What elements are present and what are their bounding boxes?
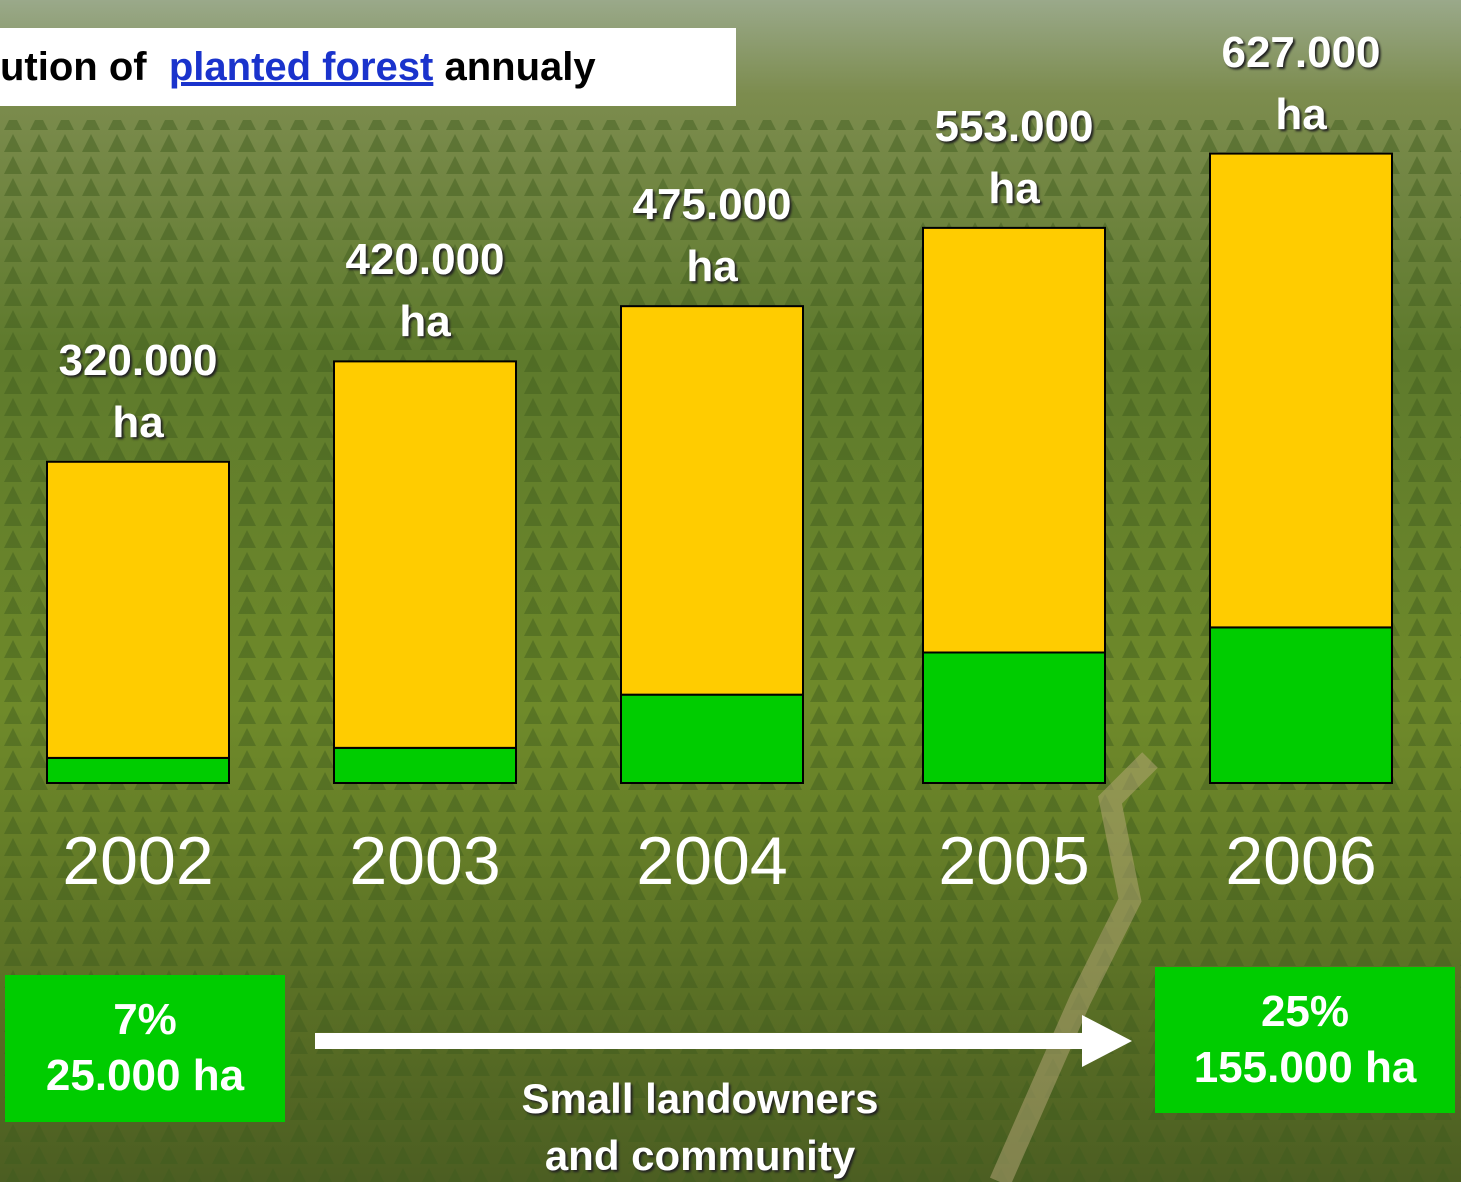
bar-segment xyxy=(333,360,517,749)
total-label: 475.000 ha xyxy=(632,180,792,292)
x-tick-label: 2004 xyxy=(636,823,788,899)
total-label: 627.000 ha xyxy=(1221,27,1381,139)
bar-segment xyxy=(333,746,517,784)
title-text: annualy xyxy=(444,45,596,89)
total-label: 553.000 ha xyxy=(934,101,1094,213)
bar-segment xyxy=(46,756,230,785)
x-tick-label: 2006 xyxy=(1225,823,1377,899)
bar-segment xyxy=(620,305,804,696)
end-area: 155.000 ha xyxy=(1193,1043,1417,1092)
title: ution of planted forest annualy xyxy=(0,28,736,106)
start-box: 7% 25.000 ha xyxy=(5,975,285,1122)
bar-segment xyxy=(46,460,230,759)
start-area: 25.000 ha xyxy=(45,1051,245,1100)
bar-segment xyxy=(620,693,804,785)
x-tick-label: 2003 xyxy=(349,823,501,899)
bar-segment xyxy=(922,651,1106,784)
title-link[interactable]: planted forest xyxy=(168,45,434,89)
path xyxy=(989,752,1158,1182)
x-tick-label: 2005 xyxy=(938,823,1090,899)
start-percent: 7% xyxy=(113,995,177,1044)
title-text: ution of xyxy=(0,45,147,89)
arrow-label: and community xyxy=(544,1132,856,1179)
x-tick-label: 2002 xyxy=(62,823,214,899)
bar-segment xyxy=(1209,626,1393,785)
total-label: 420.000 ha xyxy=(345,235,505,347)
total-label: 320.000 ha xyxy=(58,335,218,447)
arrow-head xyxy=(1082,1015,1132,1067)
bar-segment xyxy=(922,226,1106,654)
end-box: 25% 155.000 ha xyxy=(1155,967,1455,1113)
end-percent: 25% xyxy=(1260,987,1350,1036)
arrow-label: Small landowners xyxy=(521,1075,879,1122)
bar-segment xyxy=(1209,152,1393,629)
